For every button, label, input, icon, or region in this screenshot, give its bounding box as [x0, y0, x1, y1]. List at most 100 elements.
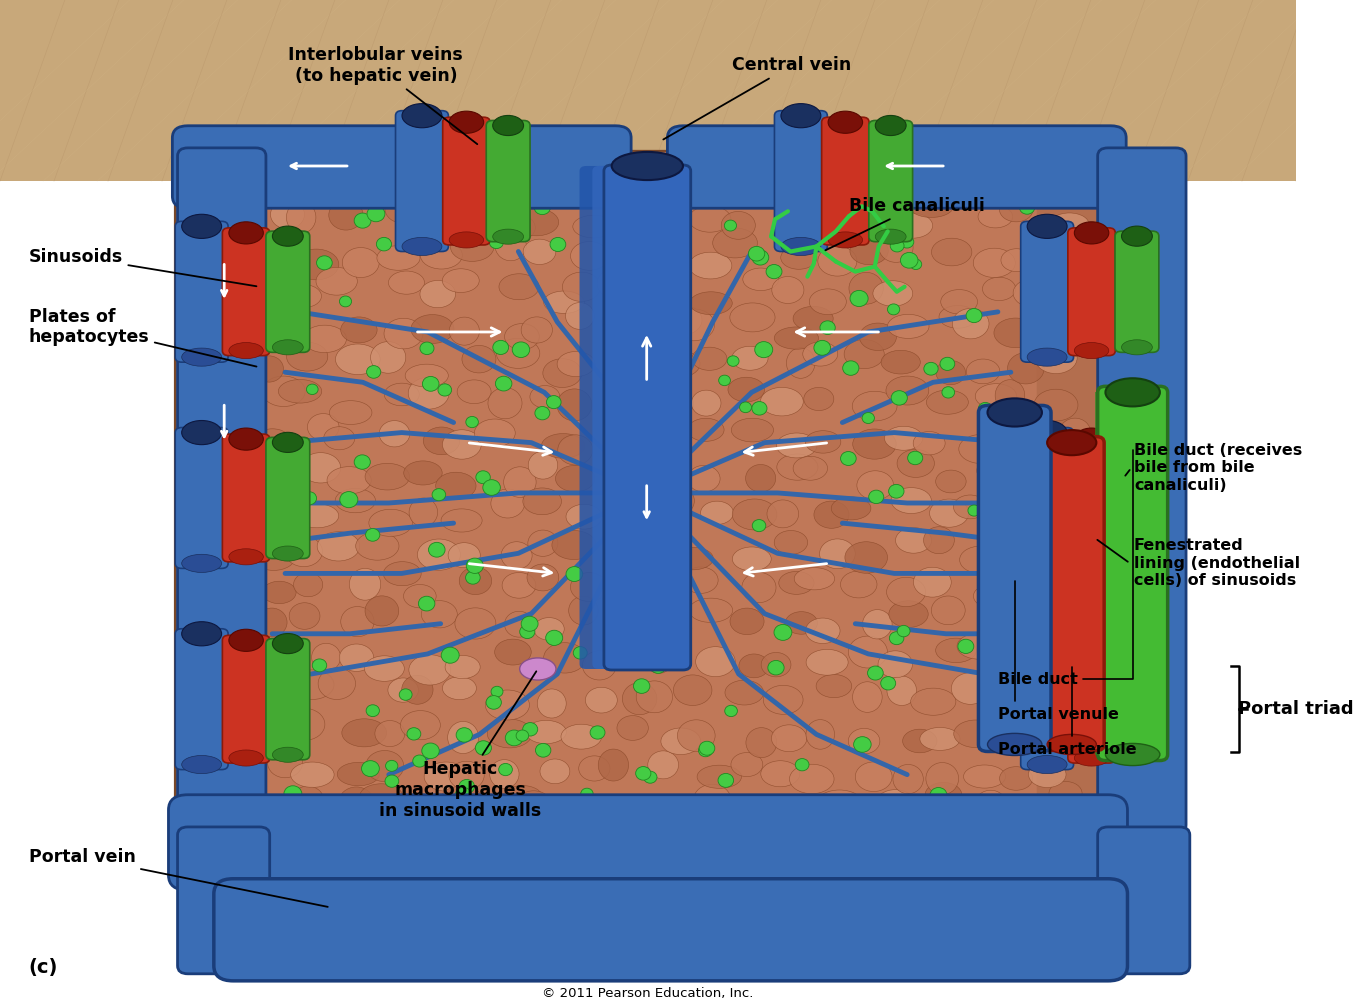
Ellipse shape: [229, 750, 263, 767]
Ellipse shape: [490, 760, 520, 789]
Ellipse shape: [267, 690, 297, 718]
Ellipse shape: [400, 689, 412, 700]
Ellipse shape: [1027, 348, 1067, 366]
Ellipse shape: [216, 716, 255, 742]
Ellipse shape: [286, 342, 327, 371]
Ellipse shape: [617, 715, 648, 740]
FancyBboxPatch shape: [214, 879, 1128, 981]
Ellipse shape: [913, 432, 945, 455]
Ellipse shape: [376, 245, 420, 271]
Ellipse shape: [386, 799, 402, 814]
Ellipse shape: [503, 786, 543, 810]
Ellipse shape: [988, 398, 1042, 427]
Ellipse shape: [499, 274, 539, 300]
Ellipse shape: [244, 779, 261, 794]
Ellipse shape: [273, 546, 303, 561]
Ellipse shape: [876, 116, 906, 136]
Ellipse shape: [536, 743, 551, 758]
Ellipse shape: [528, 530, 558, 556]
Text: Portal arteriole: Portal arteriole: [998, 667, 1136, 757]
Ellipse shape: [366, 464, 409, 490]
Ellipse shape: [992, 652, 1037, 675]
Ellipse shape: [814, 340, 831, 355]
Ellipse shape: [926, 390, 968, 414]
Ellipse shape: [336, 489, 375, 513]
Ellipse shape: [1050, 536, 1095, 560]
Ellipse shape: [887, 376, 929, 405]
Bar: [1105, 392, 1138, 754]
Ellipse shape: [557, 351, 595, 376]
Ellipse shape: [221, 599, 261, 622]
FancyBboxPatch shape: [195, 166, 259, 830]
Ellipse shape: [387, 678, 419, 702]
Ellipse shape: [713, 228, 757, 258]
Ellipse shape: [442, 677, 476, 699]
Ellipse shape: [312, 659, 327, 672]
Ellipse shape: [1075, 630, 1109, 652]
Ellipse shape: [273, 747, 303, 763]
Ellipse shape: [844, 340, 884, 368]
Ellipse shape: [341, 607, 374, 637]
Ellipse shape: [558, 435, 593, 465]
Ellipse shape: [520, 658, 557, 680]
Ellipse shape: [221, 490, 265, 514]
Ellipse shape: [318, 668, 356, 699]
Ellipse shape: [337, 763, 379, 786]
Ellipse shape: [722, 211, 756, 239]
Ellipse shape: [767, 500, 799, 528]
Text: (c): (c): [29, 959, 57, 977]
FancyBboxPatch shape: [1020, 221, 1073, 362]
Ellipse shape: [840, 571, 877, 598]
Ellipse shape: [203, 761, 243, 791]
Ellipse shape: [777, 454, 818, 480]
Ellipse shape: [746, 465, 776, 492]
Ellipse shape: [672, 547, 713, 569]
Ellipse shape: [923, 527, 955, 553]
Bar: [1095, 392, 1128, 754]
Ellipse shape: [1000, 197, 1033, 221]
Ellipse shape: [966, 309, 982, 323]
Ellipse shape: [552, 530, 596, 559]
FancyBboxPatch shape: [396, 111, 449, 252]
Ellipse shape: [846, 171, 889, 201]
Ellipse shape: [859, 795, 872, 806]
Ellipse shape: [486, 690, 529, 720]
Ellipse shape: [555, 466, 595, 492]
Ellipse shape: [505, 730, 522, 745]
FancyBboxPatch shape: [978, 405, 1052, 751]
Ellipse shape: [730, 303, 775, 332]
Ellipse shape: [540, 759, 570, 784]
Ellipse shape: [581, 789, 593, 799]
Ellipse shape: [805, 431, 840, 453]
Ellipse shape: [582, 651, 617, 680]
Ellipse shape: [982, 278, 1016, 301]
Ellipse shape: [547, 395, 561, 408]
Ellipse shape: [544, 643, 587, 673]
Ellipse shape: [960, 546, 1000, 573]
Ellipse shape: [968, 505, 981, 516]
Ellipse shape: [574, 797, 615, 825]
Ellipse shape: [379, 421, 409, 447]
Ellipse shape: [988, 733, 1042, 756]
Text: Interlobular veins
(to hepatic vein): Interlobular veins (to hepatic vein): [288, 46, 477, 144]
Ellipse shape: [231, 217, 261, 241]
Ellipse shape: [311, 644, 341, 671]
Ellipse shape: [782, 237, 821, 256]
Text: Portal venule: Portal venule: [998, 581, 1118, 721]
Ellipse shape: [449, 232, 484, 248]
Ellipse shape: [331, 178, 364, 201]
Ellipse shape: [878, 232, 913, 263]
Ellipse shape: [516, 730, 529, 741]
Ellipse shape: [782, 214, 816, 238]
Ellipse shape: [932, 238, 973, 266]
Ellipse shape: [1027, 554, 1067, 572]
FancyBboxPatch shape: [667, 126, 1127, 208]
Ellipse shape: [893, 765, 923, 794]
Ellipse shape: [420, 281, 456, 308]
Ellipse shape: [992, 796, 1030, 824]
Ellipse shape: [898, 626, 910, 637]
Ellipse shape: [761, 653, 791, 677]
Ellipse shape: [329, 400, 372, 425]
Ellipse shape: [636, 767, 651, 780]
Ellipse shape: [893, 213, 933, 238]
